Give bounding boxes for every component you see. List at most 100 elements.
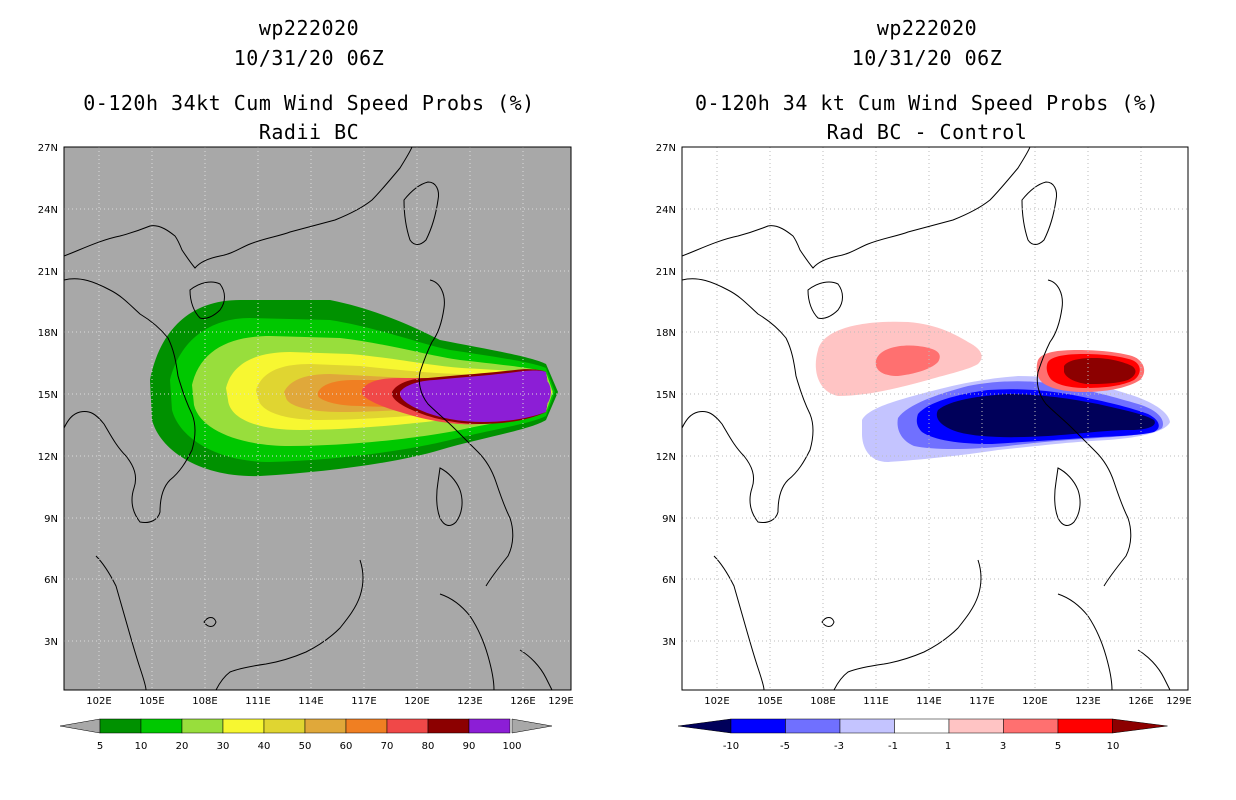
lat-label: 15N — [38, 390, 58, 401]
colorbar-swatch — [263, 718, 306, 734]
right-storm-id: wp222020 — [876, 16, 978, 40]
lat-label: 6N — [44, 575, 58, 586]
left-probability-field — [150, 300, 558, 477]
colorbar-label: 5 — [1055, 741, 1061, 752]
colorbar-label: 80 — [422, 741, 435, 752]
colorbar-swatch — [99, 718, 142, 734]
left-date: 10/31/20 06Z — [233, 46, 385, 70]
prob-100 — [430, 376, 551, 419]
colorbar-label: -5 — [780, 741, 790, 752]
colorbar-label: 10 — [1107, 741, 1120, 752]
lon-label: 126E — [510, 696, 535, 707]
colorbar-label: 1 — [945, 741, 951, 752]
lon-label: 120E — [1022, 696, 1047, 707]
colorbar-labels: 5 10 20 30 40 50 60 70 80 90 100 — [97, 741, 522, 752]
lon-label: 102E — [704, 696, 729, 707]
left-storm-id: wp222020 — [258, 16, 360, 40]
lat-label: 18N — [38, 328, 58, 339]
right-map: 27N 24N 21N 18N 15N 12N 9N 6N 3N 102E 10… — [656, 143, 1192, 707]
right-difference-field — [815, 321, 1170, 462]
colorbar-swatch — [222, 718, 265, 734]
colorbar-swatch — [386, 718, 429, 734]
lon-label: 120E — [404, 696, 429, 707]
colorbar-high-arrow — [511, 718, 553, 734]
colorbar-label: 70 — [381, 741, 394, 752]
left-colorbar: 5 10 20 30 40 50 60 70 80 90 100 — [59, 718, 553, 752]
colorbar-swatch — [181, 718, 224, 734]
lon-label: 108E — [810, 696, 835, 707]
left-map-frame — [63, 146, 572, 691]
colorbar-swatch — [1057, 718, 1113, 734]
lat-label: 24N — [656, 205, 676, 216]
right-lat-labels: 27N 24N 21N 18N 15N 12N 9N 6N 3N — [656, 143, 676, 648]
left-map: 27N 24N 21N 18N 15N 12N 9N 6N 3N 102E 10… — [38, 143, 574, 707]
colorbar-boxes — [677, 718, 1168, 734]
colorbar-label: -10 — [723, 741, 739, 752]
colorbar-swatch — [140, 718, 183, 734]
lon-label: 102E — [86, 696, 111, 707]
colorbar-label: 40 — [258, 741, 271, 752]
diff-neg-10 — [936, 394, 1155, 438]
colorbar-label: -3 — [834, 741, 844, 752]
lat-label: 27N — [38, 143, 58, 154]
lat-label: 21N — [38, 267, 58, 278]
colorbar-swatch — [304, 718, 347, 734]
colorbar-swatch — [785, 718, 841, 734]
lat-label: 6N — [662, 575, 676, 586]
colorbar-high-arrow — [1112, 718, 1168, 734]
lat-label: 24N — [38, 205, 58, 216]
lon-label: 123E — [1075, 696, 1100, 707]
lon-label: 123E — [457, 696, 482, 707]
lon-label: 129E — [1166, 696, 1191, 707]
colorbar-swatch — [839, 718, 895, 734]
colorbar-swatch — [948, 718, 1004, 734]
right-gridlines — [682, 147, 1188, 690]
diff-pos-3 — [875, 345, 940, 376]
right-map-frame — [681, 146, 1189, 691]
colorbar-label: 60 — [340, 741, 353, 752]
lon-label: 114E — [298, 696, 323, 707]
colorbar-label: 3 — [1000, 741, 1006, 752]
colorbar-swatch — [894, 718, 950, 734]
colorbar-swatch — [427, 718, 470, 734]
lat-label: 18N — [656, 328, 676, 339]
lon-label: 117E — [969, 696, 994, 707]
diff-pos-max — [1064, 358, 1136, 384]
colorbar-label: 50 — [299, 741, 312, 752]
lon-label: 117E — [351, 696, 376, 707]
lon-label: 114E — [916, 696, 941, 707]
lon-label: 105E — [757, 696, 782, 707]
lat-label: 9N — [662, 514, 676, 525]
colorbar-swatch — [345, 718, 388, 734]
colorbar-swatch — [468, 718, 511, 734]
colorbar-swatch — [1003, 718, 1059, 734]
right-product-title: 0-120h 34 kt Cum Wind Speed Probs (%) — [694, 91, 1160, 115]
lon-label: 108E — [192, 696, 217, 707]
left-subtitle: Radii BC — [258, 120, 360, 144]
lat-label: 27N — [656, 143, 676, 154]
colorbar-swatch — [730, 718, 786, 734]
lat-label: 9N — [44, 514, 58, 525]
lat-label: 15N — [656, 390, 676, 401]
right-panel: wp222020 10/31/20 06Z 0-120h 34 kt Cum W… — [618, 0, 1236, 800]
lat-label: 21N — [656, 267, 676, 278]
lat-label: 12N — [656, 452, 676, 463]
lon-label: 111E — [245, 696, 270, 707]
lat-label: 12N — [38, 452, 58, 463]
colorbar-label: 10 — [135, 741, 148, 752]
colorbar-labels: -10 -5 -3 -1 1 3 5 10 — [723, 741, 1120, 752]
lat-label: 3N — [44, 637, 58, 648]
left-gridlines — [64, 147, 571, 690]
right-coastlines — [682, 147, 1171, 690]
lon-label: 129E — [548, 696, 573, 707]
lat-label: 3N — [662, 637, 676, 648]
lon-label: 126E — [1128, 696, 1153, 707]
right-subtitle: Rad BC - Control — [826, 120, 1028, 144]
colorbar-label: 100 — [502, 741, 521, 752]
colorbar-boxes — [99, 718, 511, 734]
colorbar-low-arrow — [677, 718, 732, 734]
left-panel: wp222020 10/31/20 06Z 0-120h 34kt Cum Wi… — [38, 16, 574, 752]
lon-label: 111E — [863, 696, 888, 707]
right-colorbar: -10 -5 -3 -1 1 3 5 10 — [677, 718, 1168, 752]
colorbar-label: 30 — [217, 741, 230, 752]
